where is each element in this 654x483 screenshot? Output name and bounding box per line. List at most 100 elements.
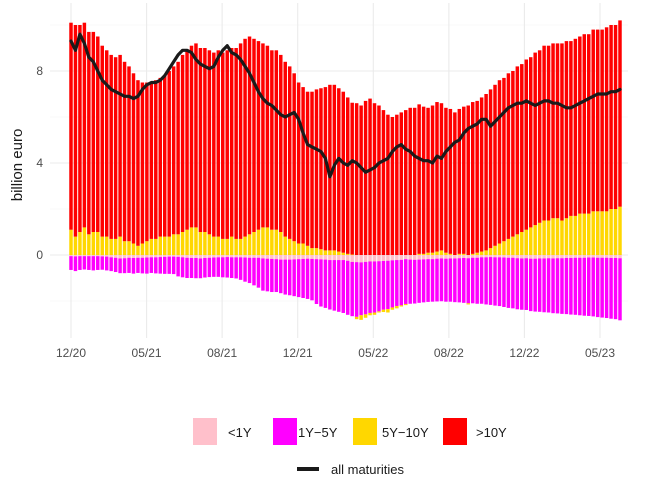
bar-1-8: [104, 256, 109, 271]
bar-0-2: [78, 255, 82, 257]
bar-0-104: [533, 255, 537, 259]
bar-2-40: [247, 234, 252, 255]
bar-3-94: [488, 89, 493, 249]
bar-1-94: [488, 257, 493, 305]
bar-0-22: [167, 255, 171, 257]
bar-3-63: [350, 102, 354, 255]
bar-0-108: [551, 255, 555, 259]
bar-1-111: [564, 257, 569, 315]
bar-1-10: [113, 257, 118, 273]
bar-0-45: [270, 255, 274, 259]
bar-0-5: [91, 255, 96, 257]
bar-1-35: [225, 257, 229, 278]
x-tick-label: 12/22: [509, 346, 539, 360]
bar-2-123: [618, 206, 622, 255]
bar-3-120: [604, 27, 609, 212]
bar-1-68: [372, 261, 377, 313]
bar-2-87: [457, 253, 462, 255]
line-series: [69, 32, 622, 179]
bar-1-61: [341, 260, 346, 313]
bar-0-56: [319, 255, 323, 260]
bar-1-40: [247, 257, 252, 284]
bar-0-111: [564, 255, 569, 258]
bar-2-66: [363, 314, 368, 318]
bar-1-48: [283, 259, 287, 295]
bar-3-54: [310, 91, 314, 249]
legend-swatch: [443, 418, 467, 445]
bar-0-43: [261, 255, 265, 259]
bar-1-66: [363, 261, 368, 315]
bar-0-54: [310, 255, 314, 259]
bar-1-91: [475, 257, 479, 304]
bar-3-86: [453, 112, 457, 256]
bar-1-49: [287, 259, 292, 296]
bar-0-80: [426, 255, 430, 260]
bar-2-3: [82, 227, 87, 255]
bar-1-95: [493, 257, 497, 306]
bar-2-44: [265, 227, 270, 255]
bar-1-106: [542, 258, 546, 313]
bar-3-71: [386, 114, 390, 255]
bar-2-61: [341, 252, 346, 255]
bar-0-16: [140, 255, 145, 258]
bar-3-72: [390, 117, 395, 255]
bar-2-50: [292, 241, 296, 255]
bar-2-96: [497, 243, 502, 255]
bar-2-109: [555, 218, 560, 255]
bar-0-86: [453, 255, 457, 259]
x-tick-label: 08/21: [207, 346, 237, 360]
bar-3-102: [524, 59, 529, 230]
bar-0-24: [176, 255, 180, 257]
bar-0-64: [354, 255, 359, 263]
bar-2-0: [69, 229, 73, 255]
bar-1-16: [140, 257, 145, 274]
bar-0-116: [587, 255, 591, 258]
bar-0-15: [136, 255, 140, 258]
y-tick-label: 4: [36, 156, 43, 170]
bar-3-37: [234, 48, 238, 239]
bar-0-68: [372, 255, 377, 262]
bar-1-20: [158, 257, 163, 274]
bar-0-110: [560, 255, 564, 259]
bar-2-75: [404, 303, 408, 306]
bar-1-110: [560, 258, 564, 314]
bar-1-44: [265, 258, 270, 292]
bar-1-117: [591, 257, 595, 317]
bar-2-95: [493, 245, 497, 255]
bar-3-115: [582, 34, 587, 214]
bar-0-101: [520, 255, 524, 259]
bar-0-74: [399, 255, 404, 260]
bar-1-4: [87, 256, 91, 270]
bar-1-41: [252, 257, 256, 286]
bar-0-107: [546, 255, 551, 259]
bar-2-8: [104, 236, 109, 255]
x-axis-ticks: 12/20 05/21 08/21 12/21 05/22 08/22 12/22 05/23: [56, 346, 615, 360]
bar-1-30: [203, 257, 207, 278]
bar-2-91: [475, 252, 479, 255]
bar-0-58: [328, 255, 332, 261]
bar-3-28: [194, 43, 198, 228]
bar-3-104: [533, 52, 537, 226]
bar-2-82: [435, 251, 439, 255]
bar-1-1: [73, 256, 78, 272]
bar-2-41: [252, 232, 256, 255]
bar-0-48: [283, 255, 287, 260]
bar-2-64: [354, 316, 359, 320]
bar-2-71: [386, 309, 390, 313]
bar-0-7: [100, 255, 104, 257]
x-tick-label: 05/21: [132, 346, 162, 360]
bar-2-114: [578, 213, 582, 255]
bar-3-32: [212, 52, 216, 237]
bar-2-106: [542, 220, 546, 255]
bar-2-116: [587, 213, 591, 255]
bar-2-47: [279, 232, 283, 255]
bar-1-42: [256, 257, 261, 288]
bar-0-84: [444, 255, 448, 259]
bar-3-46: [274, 50, 279, 230]
bar-0-4: [87, 255, 91, 257]
bar-2-89: [466, 303, 470, 305]
bar-3-1: [73, 25, 78, 237]
bar-0-72: [390, 255, 395, 261]
legend-label: all maturities: [331, 462, 404, 477]
bar-1-67: [368, 261, 372, 313]
